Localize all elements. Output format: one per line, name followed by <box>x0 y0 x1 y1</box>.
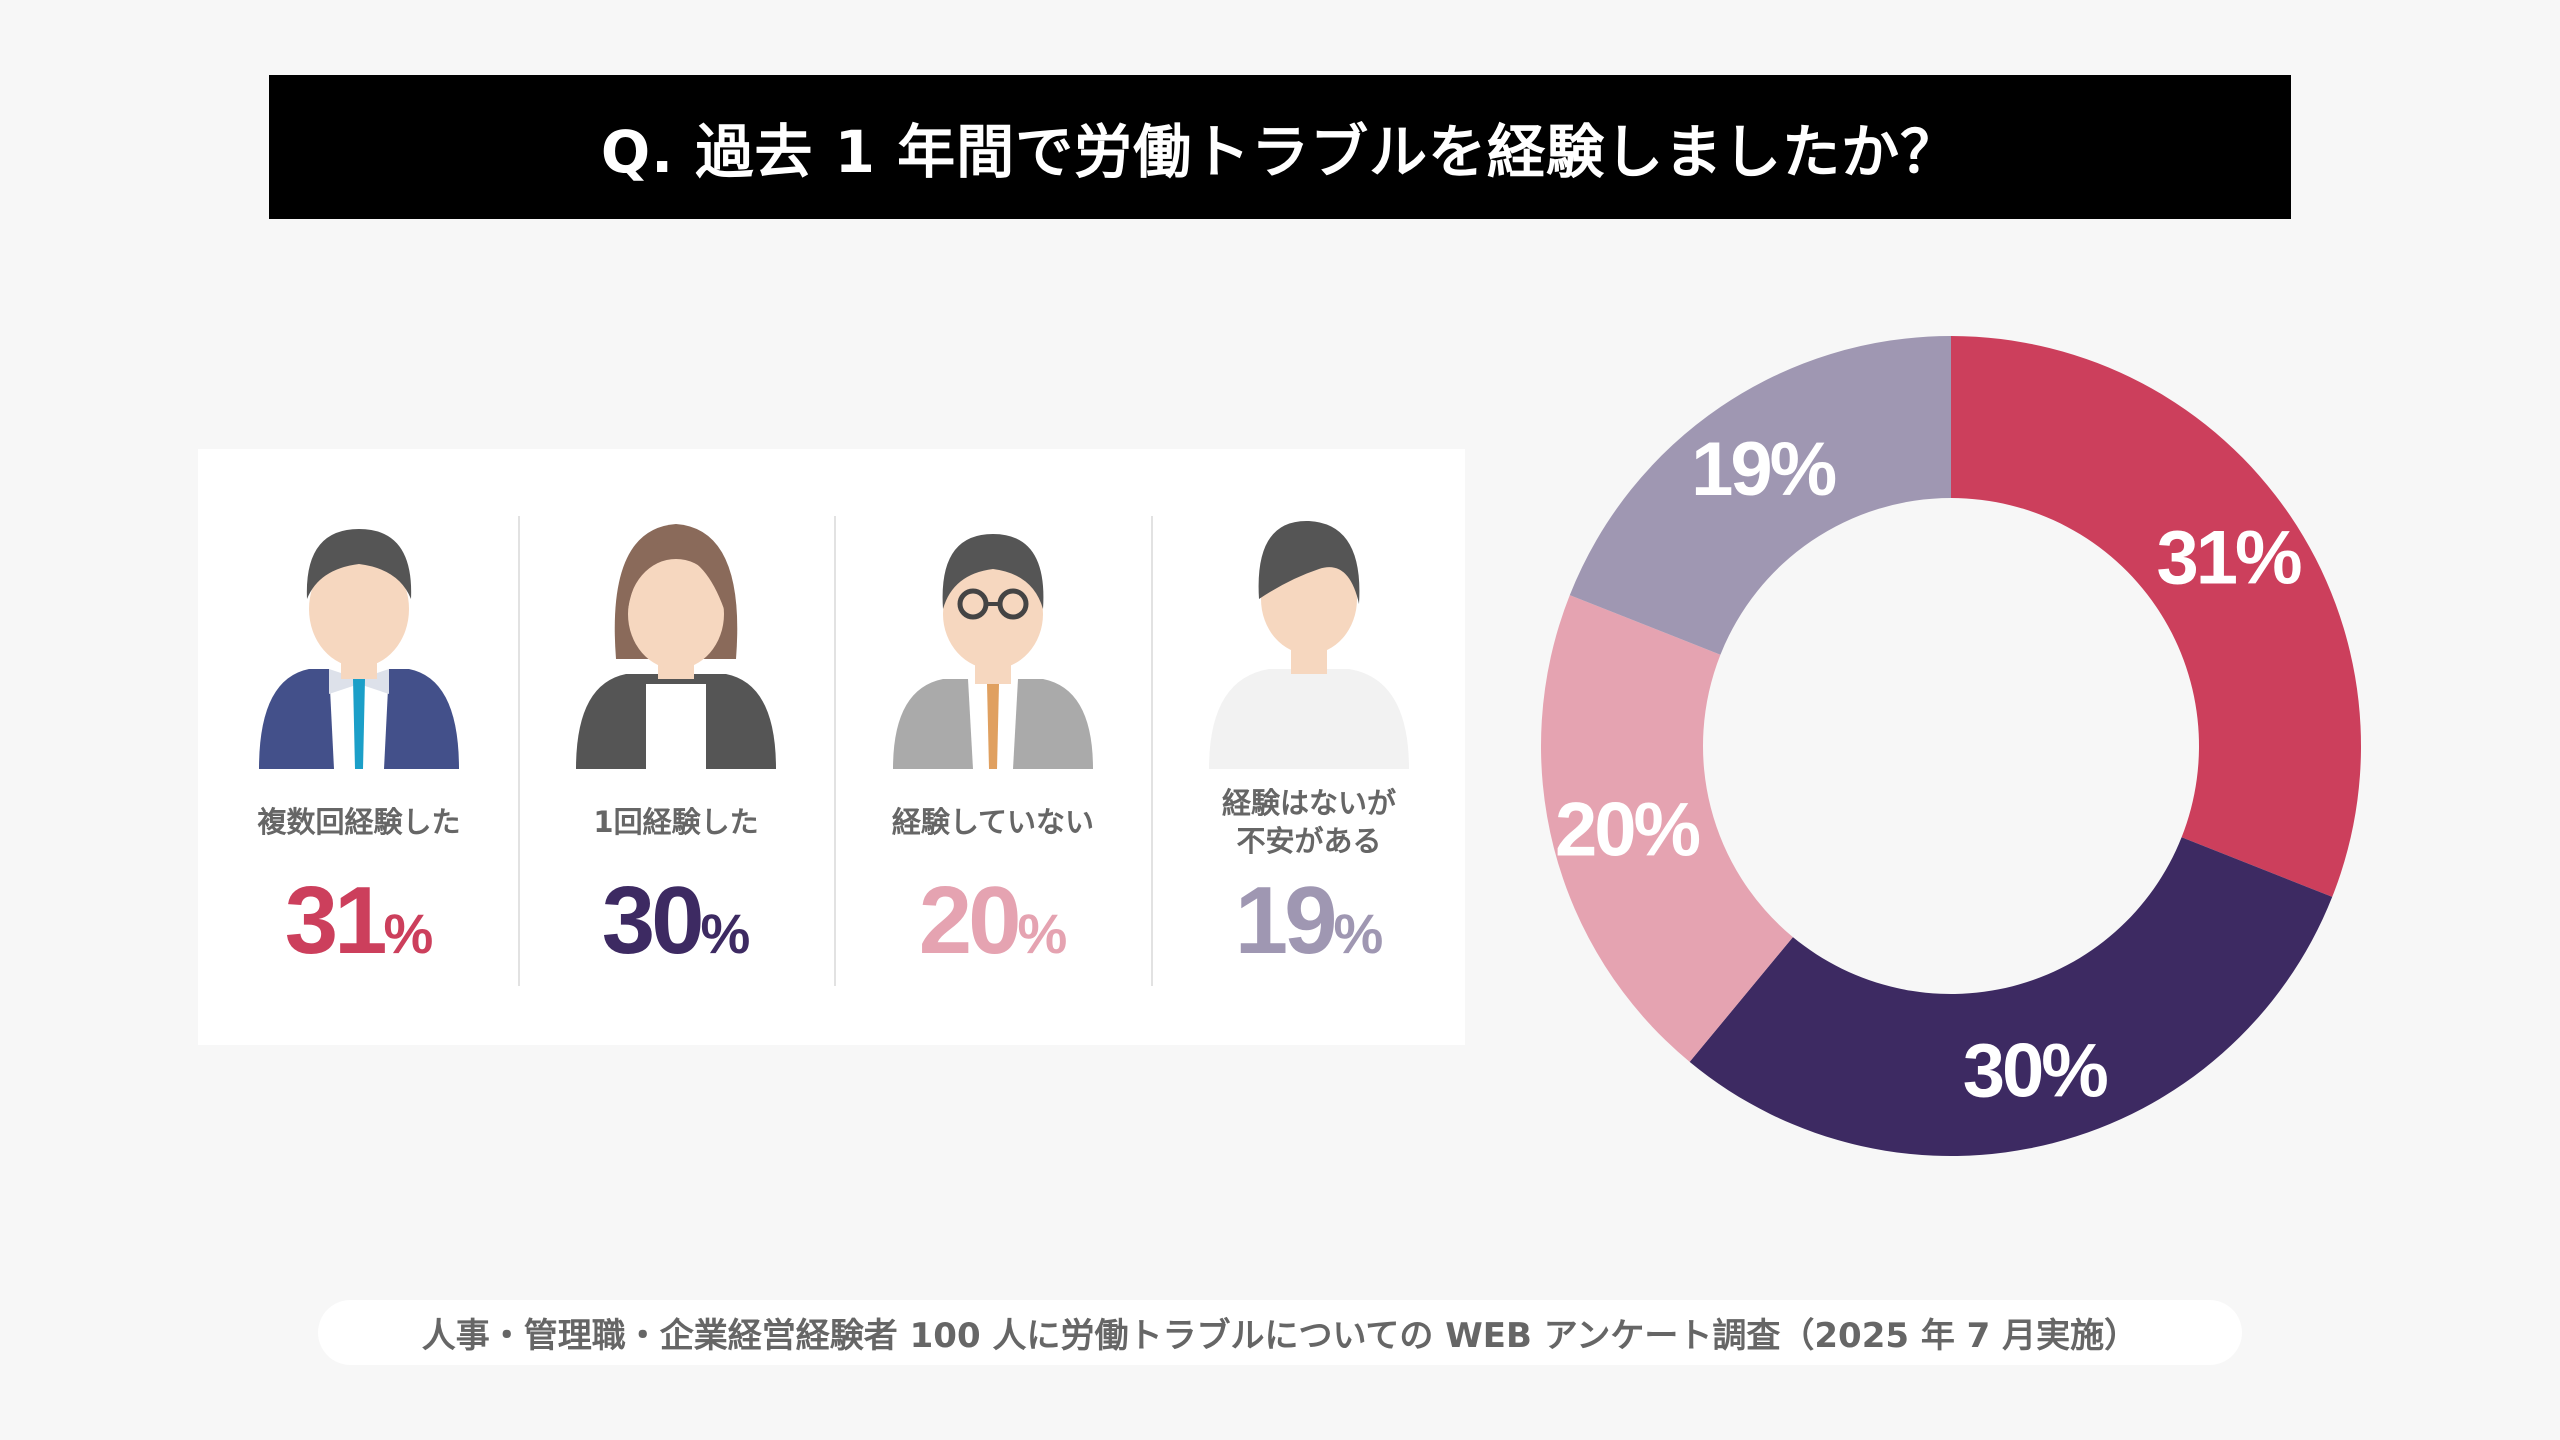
question-title: Q. 過去 1 年間で労働トラブルを経験しましたか？ <box>269 75 2291 219</box>
divider <box>834 516 836 986</box>
businesswoman-icon <box>576 524 776 769</box>
result-item-once: 1回経験した 30% <box>518 519 834 969</box>
item-percent: 20% <box>918 867 1068 974</box>
item-label: 経験はないが 不安がある <box>1221 786 1396 858</box>
donut-slice <box>1689 837 2333 1156</box>
item-percent: 30% <box>601 867 751 974</box>
results-card: 複数回経験した 31% 1回経験した 30% 経験していない 20% <box>198 449 1465 1045</box>
man-glasses-gray-suit-icon <box>893 534 1093 769</box>
divider <box>1151 516 1153 986</box>
donut-data-label: 20% <box>1555 787 1700 872</box>
donut-data-label: 30% <box>1963 1028 2108 1113</box>
result-item-anxious: 経験はないが 不安がある 19% <box>1151 519 1467 969</box>
donut-chart: 31% 30% 20% 19% <box>1541 336 2361 1156</box>
person-casual-icon <box>1209 520 1409 769</box>
donut-data-label: 31% <box>2157 516 2302 601</box>
donut-slice <box>1951 336 2361 897</box>
survey-footnote: 人事・管理職・企業経営経験者 100 人に労働トラブルについての WEB アンケ… <box>318 1300 2242 1365</box>
result-item-none: 経験していない 20% <box>835 519 1151 969</box>
businessman-blue-suit-icon <box>259 529 459 769</box>
donut-slice <box>1569 336 1951 655</box>
divider <box>518 516 520 986</box>
result-item-multiple: 複数回経験した 31% <box>201 519 517 969</box>
item-percent: 19% <box>1234 867 1384 974</box>
item-label: 1回経験した <box>593 805 759 840</box>
donut-data-label: 19% <box>1691 427 1836 512</box>
item-percent: 31% <box>284 867 434 974</box>
item-label: 経験していない <box>891 805 1095 840</box>
item-label: 複数回経験した <box>257 805 461 840</box>
donut-slice <box>1541 595 1793 1062</box>
